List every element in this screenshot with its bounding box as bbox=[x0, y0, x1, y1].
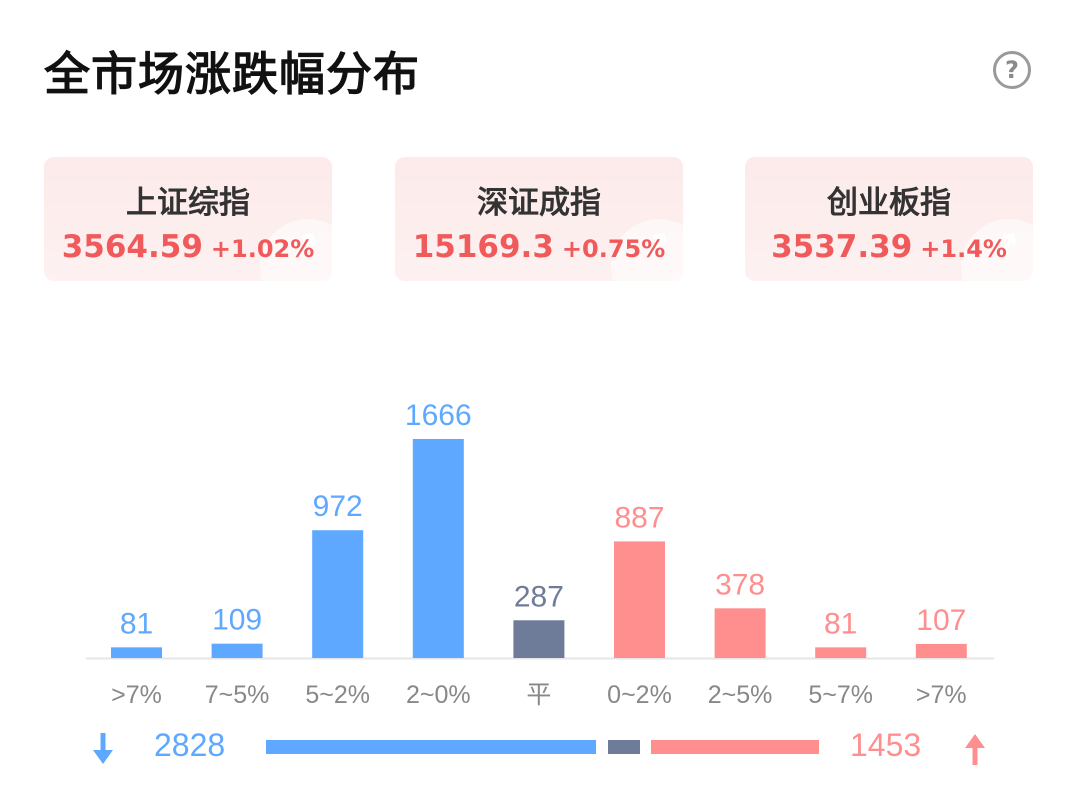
index-card-shanghai[interactable]: 上证综指 3564.59 +1.02% bbox=[44, 157, 332, 281]
index-name: 创业板指 bbox=[827, 185, 951, 221]
bar bbox=[513, 620, 565, 658]
down-total: 2828 bbox=[154, 727, 226, 763]
index-card-chinext[interactable]: 创业板指 3537.39 +1.4% bbox=[745, 157, 1033, 281]
x-tick-label: >7% bbox=[916, 681, 967, 709]
bar-value-label: 378 bbox=[715, 568, 765, 601]
index-name: 上证综指 bbox=[126, 185, 250, 221]
index-value: 15169.3 bbox=[412, 229, 554, 265]
bar bbox=[915, 643, 967, 658]
arrow-down-icon bbox=[93, 733, 113, 764]
x-tick-label: 0~2% bbox=[607, 681, 672, 709]
index-name: 深证成指 bbox=[477, 185, 601, 221]
index-change: +1.4% bbox=[920, 235, 1007, 263]
flat-ratio-bar bbox=[608, 740, 640, 754]
trend-up-icon bbox=[1000, 233, 1016, 257]
up-ratio-bar bbox=[651, 740, 819, 754]
bar-value-label: 972 bbox=[313, 490, 363, 523]
x-tick-label: >7% bbox=[111, 681, 162, 709]
bar bbox=[111, 647, 162, 658]
bar-value-label: 107 bbox=[916, 604, 966, 637]
bar-value-label: 81 bbox=[824, 607, 857, 640]
page-title: 全市场涨跌幅分布 bbox=[44, 47, 420, 101]
index-change: +0.75% bbox=[561, 235, 666, 263]
bar-value-label: 109 bbox=[212, 604, 262, 637]
index-change: +1.02% bbox=[210, 235, 315, 263]
trend-up-icon bbox=[299, 233, 315, 257]
down-ratio-bar bbox=[266, 740, 596, 754]
x-tick-label: 5~2% bbox=[305, 681, 370, 709]
bar-value-label: 1666 bbox=[405, 399, 472, 432]
index-value: 3537.39 bbox=[771, 229, 913, 265]
bar bbox=[815, 647, 867, 658]
x-tick-label: 5~7% bbox=[808, 681, 873, 709]
index-card-shenzhen[interactable]: 深证成指 15169.3 +0.75% bbox=[395, 157, 683, 281]
help-glyph: ? bbox=[1005, 56, 1019, 84]
arrow-up-icon bbox=[965, 734, 985, 765]
x-tick-label: 2~0% bbox=[406, 681, 471, 709]
bar bbox=[714, 608, 766, 658]
bar-value-label: 81 bbox=[120, 607, 153, 640]
bar-value-label: 887 bbox=[614, 501, 664, 534]
trend-up-icon bbox=[650, 233, 666, 257]
up-total: 1453 bbox=[850, 727, 922, 763]
bar bbox=[614, 541, 665, 658]
x-tick-label: 7~5% bbox=[205, 681, 270, 709]
bar bbox=[412, 439, 464, 658]
x-tick-label: 2~5% bbox=[708, 681, 773, 709]
help-icon[interactable]: ? bbox=[993, 51, 1031, 89]
bar bbox=[211, 643, 263, 658]
index-value: 3564.59 bbox=[61, 229, 203, 265]
x-tick-label: 平 bbox=[526, 681, 551, 709]
distribution-chart: 81 >7% 109 7~5% 972 5~2% 1666 2~0% 287 平 887 0~2% 37… bbox=[86, 399, 994, 709]
bar bbox=[312, 530, 364, 658]
bar-value-label: 287 bbox=[514, 580, 564, 613]
